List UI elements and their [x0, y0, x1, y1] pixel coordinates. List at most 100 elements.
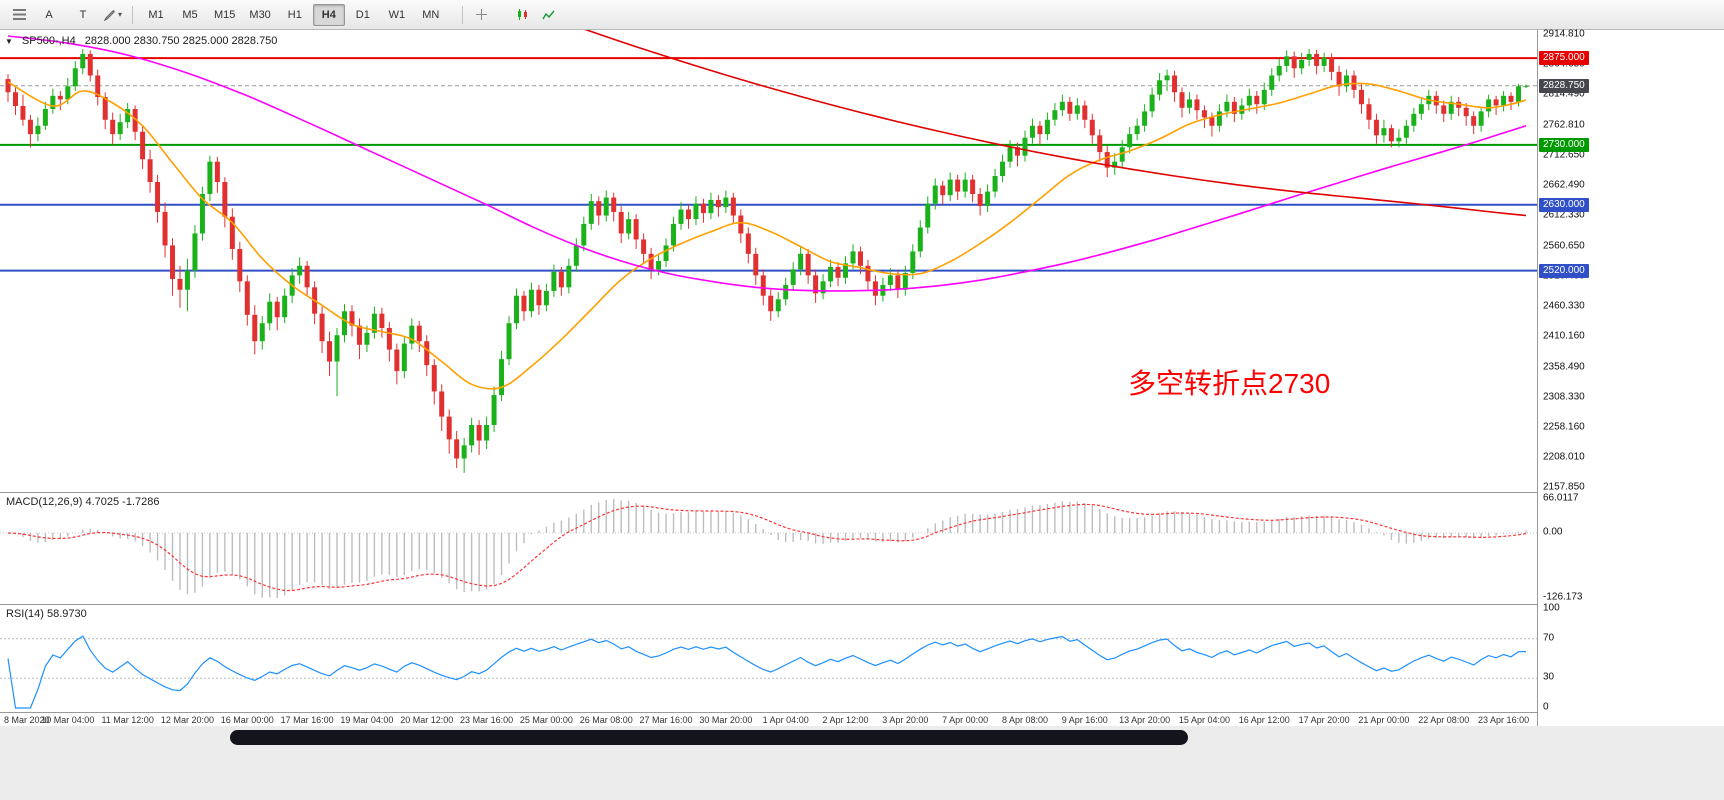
indicators-icon[interactable]	[537, 5, 561, 25]
level-badge-2875.000: 2875.000	[1539, 51, 1589, 66]
time-label: 8 Apr 08:00	[1001, 715, 1049, 725]
time-label: 2 Apr 12:00	[822, 715, 869, 725]
timeframe-group: M1 M5 M15 M30 H1 H4 D1 W1 MN	[139, 3, 448, 26]
crosshair-icon[interactable]	[470, 5, 494, 25]
time-label: 19 Mar 04:00	[340, 715, 394, 725]
price-label: 2358.490	[1543, 361, 1585, 373]
price-label: 2208.010	[1543, 451, 1585, 463]
rsi-axis-label: 100	[1543, 602, 1560, 614]
macd-axis-label: 66.0117	[1543, 492, 1579, 504]
time-label: 17 Apr 20:00	[1298, 715, 1350, 725]
time-label: 8 Mar 2020	[4, 715, 50, 725]
price-label: 2712.650	[1543, 149, 1585, 161]
toolbar: A T ▾ M1 M5 M15 M30 H1 H4 D1 W1 MN	[0, 0, 1724, 30]
rsi-axis-label: 30	[1543, 671, 1555, 683]
annotation-text: 多空转折点2730	[1128, 368, 1331, 399]
symbol-timeframe-label: SP500-,H4	[21, 35, 76, 47]
chart-list-icon[interactable]	[7, 5, 31, 25]
time-label: 9 Apr 16:00	[1061, 715, 1108, 725]
font-tool-button[interactable]: A	[45, 8, 53, 21]
timeframe-m15-button[interactable]: M15	[214, 8, 236, 21]
time-label: 15 Apr 04:00	[1178, 715, 1230, 725]
time-label: 11 Mar 12:00	[101, 715, 154, 725]
rsi-chart[interactable]	[0, 605, 1537, 712]
pencil-icon	[103, 9, 115, 21]
time-label: 26 Mar 08:00	[579, 715, 633, 725]
time-label: 16 Apr 12:00	[1238, 715, 1290, 725]
ma-fast-orange	[7, 81, 1527, 390]
time-label: 20 Mar 12:00	[400, 715, 454, 725]
collapse-objects-icon[interactable]: ▼	[5, 36, 13, 46]
time-label: 13 Apr 20:00	[1119, 715, 1171, 725]
price-label: 2157.850	[1543, 481, 1585, 493]
bottom-scrollbar[interactable]	[230, 730, 1188, 745]
time-label: 21 Apr 00:00	[1358, 715, 1410, 725]
price-chart[interactable]	[0, 30, 1537, 492]
macd-signal-line	[7, 503, 1527, 592]
time-label: 22 Apr 08:00	[1418, 715, 1470, 725]
rsi-line	[7, 635, 1527, 709]
text-tool-button[interactable]: T	[79, 8, 87, 21]
time-label: 10 Mar 04:00	[41, 715, 95, 725]
time-label: 30 Mar 20:00	[699, 715, 753, 725]
time-label: 12 Mar 20:00	[160, 715, 214, 725]
time-label: 7 Apr 00:00	[942, 715, 989, 725]
chevron-down-icon: ▾	[117, 10, 122, 19]
timeframe-mn-button[interactable]: MN	[422, 8, 440, 21]
level-badge-2520.000: 2520.000	[1539, 263, 1589, 278]
price-label: 2308.330	[1543, 391, 1585, 403]
candles-style-icon[interactable]	[511, 5, 535, 25]
rsi-label: RSI(14) 58.9730	[6, 608, 87, 620]
price-label: 2814.490	[1543, 88, 1585, 100]
toolbar-separator	[132, 5, 133, 24]
macd-pane[interactable]: MACD(12,26,9) 4.7025 -1.7286	[0, 492, 1537, 604]
timeframe-h1-button[interactable]: H1	[287, 8, 302, 21]
time-label: 17 Mar 16:00	[280, 715, 334, 725]
time-label: 16 Mar 00:00	[220, 715, 274, 725]
rsi-axis-label: 70	[1543, 632, 1555, 644]
chart-window: ▼ SP500-,H4 2828.000 2830.750 2825.000 2…	[0, 28, 1724, 726]
price-label: 2662.490	[1543, 179, 1585, 191]
ohlc-values: 2828.000 2830.750 2825.000 2828.750	[84, 35, 278, 47]
chart-ohlc-header: ▼ SP500-,H4 2828.000 2830.750 2825.000 2…	[5, 35, 277, 47]
time-label: 25 Mar 00:00	[519, 715, 573, 725]
toolbar-separator	[461, 5, 463, 24]
current-price-badge: 2828.750	[1539, 78, 1589, 93]
macd-axis-label: 0.00	[1543, 526, 1563, 538]
price-chart-pane[interactable]: ▼ SP500-,H4 2828.000 2830.750 2825.000 2…	[0, 30, 1537, 492]
time-axis[interactable]: 8 Mar 2020 10 Mar 04:00 11 Mar 12:00 12 Mar…	[0, 712, 1537, 726]
price-label: 2410.160	[1543, 330, 1585, 342]
time-label: 1 Apr 04:00	[762, 715, 809, 725]
macd-histogram	[14, 499, 1527, 598]
price-label: 2560.650	[1543, 240, 1585, 252]
time-label: 3 Apr 20:00	[882, 715, 929, 725]
ma-slow-red	[584, 30, 1527, 217]
timeframe-m1-button[interactable]: M1	[148, 8, 164, 21]
macd-chart[interactable]	[0, 493, 1537, 604]
price-label: 2258.160	[1543, 421, 1585, 433]
price-label: 2914.810	[1543, 28, 1585, 40]
macd-label: MACD(12,26,9) 4.7025 -1.7286	[6, 496, 160, 508]
timeframe-h4-button[interactable]: H4	[312, 3, 345, 26]
bottom-strip	[0, 726, 1724, 800]
timeframe-m5-button[interactable]: M5	[182, 8, 198, 21]
timeframe-m30-button[interactable]: M30	[249, 8, 271, 21]
timeframe-d1-button[interactable]: D1	[355, 8, 370, 21]
ma-medium-magenta	[7, 35, 1527, 292]
timeframe-w1-button[interactable]: W1	[388, 8, 406, 21]
price-axis[interactable]: 2914.8102864.6502814.4902762.8102712.650…	[1537, 28, 1724, 726]
macd-axis-label: -126.173	[1543, 591, 1583, 603]
level-badge-2730.000: 2730.000	[1539, 137, 1589, 152]
time-label: 27 Mar 16:00	[639, 715, 693, 725]
price-label: 2460.330	[1543, 300, 1585, 312]
rsi-axis-label: 0	[1543, 701, 1549, 713]
price-label: 2612.330	[1543, 209, 1585, 221]
time-label: 23 Apr 16:00	[1478, 715, 1530, 725]
candles	[5, 49, 1529, 473]
time-label: 23 Mar 16:00	[460, 715, 514, 725]
price-label: 2762.810	[1543, 119, 1585, 131]
draw-tools-button[interactable]: ▾	[101, 5, 125, 25]
rsi-pane[interactable]: RSI(14) 58.9730	[0, 604, 1537, 712]
level-badge-2630.000: 2630.000	[1539, 197, 1589, 212]
